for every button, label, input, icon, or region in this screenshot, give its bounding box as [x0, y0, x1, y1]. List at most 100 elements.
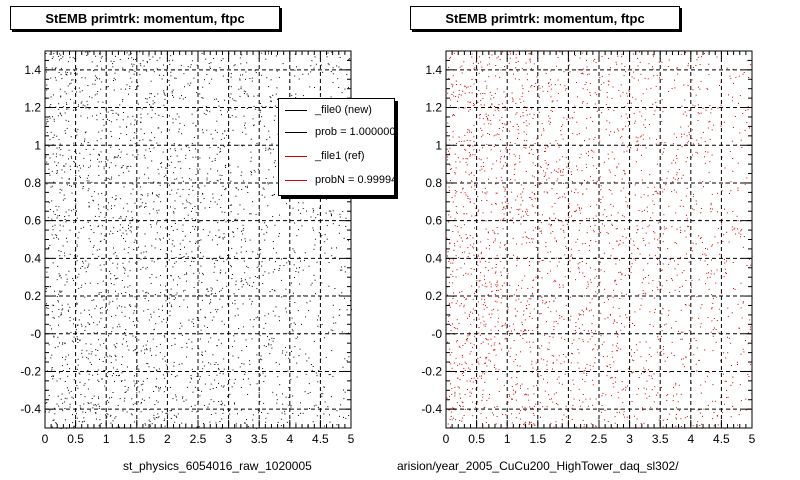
left-data-point — [84, 296, 86, 298]
left-data-point — [93, 200, 95, 202]
left-data-point — [195, 174, 197, 175]
right-data-point — [687, 85, 689, 87]
right-data-point — [619, 271, 621, 273]
left-data-point — [267, 336, 268, 338]
right-data-point — [524, 421, 526, 423]
right-data-point — [721, 223, 722, 225]
left-data-point — [210, 133, 212, 135]
left-data-point — [147, 363, 149, 365]
left-data-point — [55, 67, 57, 69]
right-data-point — [448, 66, 450, 68]
right-data-point — [505, 124, 507, 126]
right-data-point — [653, 114, 655, 116]
right-data-point — [606, 375, 608, 377]
right-data-point — [471, 171, 473, 173]
right-data-point — [598, 231, 600, 233]
left-data-point — [70, 157, 72, 159]
right-data-point — [701, 423, 703, 425]
left-data-point — [64, 216, 66, 217]
right-data-point — [594, 224, 596, 226]
left-data-point — [241, 280, 243, 282]
left-data-point — [242, 303, 244, 305]
left-data-point — [123, 400, 125, 402]
right-data-point — [614, 281, 616, 283]
left-data-point — [338, 314, 340, 316]
left-data-point — [297, 414, 299, 416]
left-data-point — [159, 352, 161, 354]
left-data-point — [251, 303, 252, 305]
left-data-point — [219, 67, 221, 69]
right-data-point — [525, 147, 527, 149]
right-data-point — [640, 423, 642, 425]
left-data-point — [346, 360, 348, 362]
right-data-point — [583, 330, 585, 331]
left-data-point — [241, 230, 242, 232]
right-data-point — [711, 244, 713, 246]
left-data-point — [237, 228, 239, 230]
left-data-point — [74, 73, 76, 74]
left-data-point — [158, 173, 160, 175]
left-data-point — [64, 112, 66, 114]
right-data-point — [641, 154, 642, 156]
left-data-point — [210, 168, 212, 170]
right-data-point — [644, 119, 646, 121]
left-data-point — [189, 178, 191, 180]
right-data-point — [557, 57, 559, 58]
right-data-point — [578, 267, 580, 269]
right-data-point — [559, 287, 561, 289]
right-data-point — [476, 280, 478, 282]
right-data-point — [507, 273, 509, 275]
right-data-point — [614, 377, 616, 379]
right-data-point — [630, 147, 631, 149]
right-data-point — [504, 162, 506, 164]
left-data-point — [265, 322, 267, 324]
left-data-point — [122, 338, 124, 340]
left-data-point — [146, 348, 147, 350]
right-data-point — [586, 118, 588, 120]
left-data-point — [222, 412, 224, 414]
left-data-point — [192, 189, 194, 191]
left-data-point — [201, 52, 203, 54]
right-data-point — [563, 71, 565, 73]
right-data-point — [665, 323, 667, 325]
right-data-point — [467, 129, 469, 130]
right-data-point — [520, 193, 522, 195]
right-data-point — [637, 148, 638, 150]
right-data-point — [531, 108, 533, 110]
right-data-point — [646, 211, 648, 213]
right-data-point — [523, 215, 524, 217]
left-data-point — [161, 78, 163, 80]
left-data-point — [224, 165, 226, 167]
left-data-point — [66, 241, 68, 243]
left-data-point — [91, 300, 93, 301]
left-data-point — [133, 409, 135, 410]
right-data-point — [466, 257, 467, 259]
left-data-point — [110, 162, 112, 164]
right-data-point — [693, 354, 695, 356]
left-data-point — [95, 354, 97, 356]
left-data-point — [76, 217, 78, 219]
right-data-point — [471, 92, 473, 94]
right-data-point — [495, 192, 497, 194]
right-data-point — [725, 380, 727, 382]
left-data-point — [286, 262, 288, 264]
right-data-point — [484, 192, 486, 194]
left-data-point — [159, 184, 161, 186]
right-data-point — [531, 241, 533, 243]
left-data-point — [98, 153, 100, 155]
left-data-point — [219, 298, 221, 300]
left-data-point — [132, 350, 134, 352]
left-data-point — [113, 247, 114, 249]
left-data-point — [134, 349, 136, 351]
left-data-point — [145, 292, 147, 294]
left-data-point — [155, 238, 157, 240]
left-data-point — [240, 246, 242, 248]
left-data-point — [49, 53, 51, 55]
left-data-point — [191, 368, 193, 370]
left-data-point — [247, 378, 249, 380]
left-data-point — [220, 400, 222, 402]
right-data-point — [613, 257, 615, 259]
left-data-point — [152, 56, 154, 58]
right-data-point — [749, 319, 751, 321]
right-data-point — [540, 416, 541, 418]
